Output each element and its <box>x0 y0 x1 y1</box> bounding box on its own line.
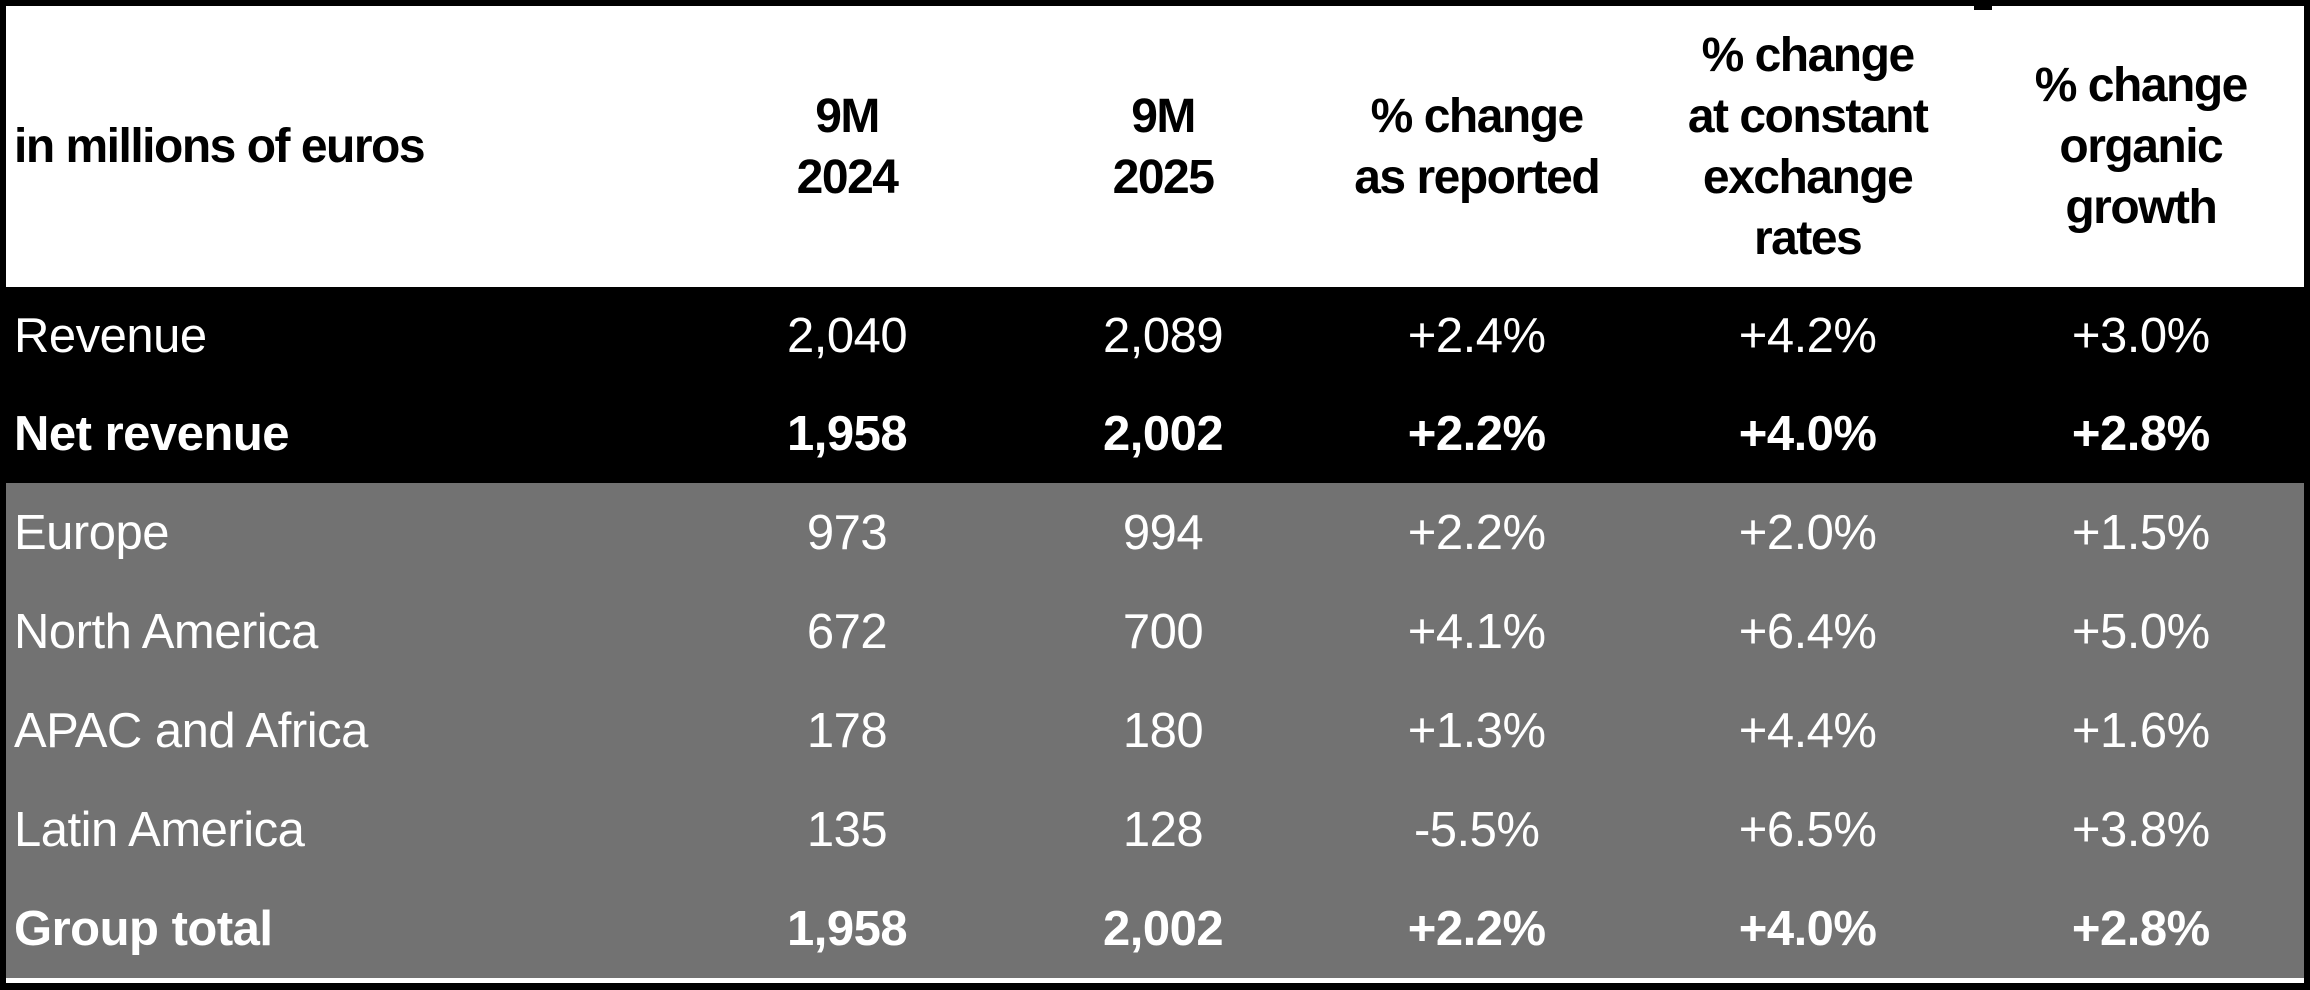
row-label: Europe <box>14 505 170 560</box>
value-9m-2025: 994 <box>1122 505 1204 560</box>
value-change-reported: +1.3% <box>1407 703 1546 758</box>
value-change-constant-fx: +2.0% <box>1738 505 1877 560</box>
value-change-constant-fx: +4.2% <box>1738 309 1877 363</box>
value-9m-2025: 2,089 <box>1102 309 1224 363</box>
value-9m-2024: 1,958 <box>787 407 908 461</box>
value-change-organic: +3.0% <box>2071 309 2210 363</box>
table-row-net-revenue: Net revenue 1,958 2,002 +2.2% +4.0% +2.8… <box>6 385 2304 483</box>
value-change-reported: -5.5% <box>1413 802 1540 857</box>
value-change-organic: +2.8% <box>2071 901 2210 956</box>
table-row-group-total: Group total 1,958 2,002 +2.2% +4.0% +2.8… <box>6 879 2304 978</box>
value-9m-2025: 128 <box>1122 802 1204 857</box>
table-header-row: in millions of euros 9M 2024 9M 2025 % c… <box>6 6 2304 287</box>
table-row-europe: Europe 973 994 +2.2% +2.0% +1.5% <box>6 483 2304 582</box>
value-change-organic: +1.6% <box>2071 703 2210 758</box>
row-label: Group total <box>14 901 273 956</box>
value-9m-2024: 135 <box>806 802 888 857</box>
row-label: APAC and Africa <box>14 703 368 758</box>
value-change-organic: +3.8% <box>2071 802 2210 857</box>
value-change-organic: +5.0% <box>2071 604 2210 659</box>
column-header-9m-2025: 9M 2025 <box>1112 89 1215 204</box>
results-table: in millions of euros 9M 2024 9M 2025 % c… <box>6 6 2304 983</box>
value-change-constant-fx: +4.0% <box>1738 901 1877 956</box>
value-9m-2024: 178 <box>806 703 888 758</box>
value-9m-2024: 973 <box>806 505 888 560</box>
row-label: Latin America <box>14 802 305 857</box>
column-header-change-organic: % change organic growth <box>2034 59 2249 234</box>
column-header-change-reported: % change as reported <box>1354 89 1600 204</box>
table-row-apac-and-africa: APAC and Africa 178 180 +1.3% +4.4% +1.6… <box>6 681 2304 780</box>
column-header-change-constant-fx: % change at constant exchange rates <box>1687 28 1929 265</box>
value-change-organic: +2.8% <box>2071 407 2210 461</box>
value-change-constant-fx: +4.4% <box>1738 703 1877 758</box>
value-change-constant-fx: +6.5% <box>1738 802 1877 857</box>
value-change-constant-fx: +6.4% <box>1738 604 1877 659</box>
column-header-unit-label: in millions of euros <box>14 120 426 173</box>
top-edge-artifact-mark <box>1974 0 1992 10</box>
row-label: Net revenue <box>14 407 290 461</box>
value-9m-2025: 700 <box>1122 604 1204 659</box>
value-change-reported: +4.1% <box>1407 604 1546 659</box>
row-label: Revenue <box>14 309 207 363</box>
value-9m-2024: 1,958 <box>787 901 908 956</box>
value-change-reported: +2.4% <box>1407 309 1546 363</box>
value-9m-2025: 180 <box>1122 703 1204 758</box>
value-9m-2025: 2,002 <box>1102 407 1224 461</box>
value-change-reported: +2.2% <box>1407 505 1546 560</box>
value-change-reported: +2.2% <box>1407 901 1546 956</box>
table-row-latin-america: Latin America 135 128 -5.5% +6.5% +3.8% <box>6 780 2304 879</box>
table-row-north-america: North America 672 700 +4.1% +6.4% +5.0% <box>6 582 2304 681</box>
row-label: North America <box>14 604 318 659</box>
value-9m-2024: 672 <box>806 604 888 659</box>
value-9m-2025: 2,002 <box>1102 901 1224 956</box>
value-change-constant-fx: +4.0% <box>1738 407 1877 461</box>
value-change-reported: +2.2% <box>1407 407 1546 461</box>
column-header-9m-2024: 9M 2024 <box>796 89 899 204</box>
value-9m-2024: 2,040 <box>787 309 908 363</box>
table-row-revenue: Revenue 2,040 2,089 +2.4% +4.2% +3.0% <box>6 287 2304 385</box>
value-change-organic: +1.5% <box>2071 505 2210 560</box>
